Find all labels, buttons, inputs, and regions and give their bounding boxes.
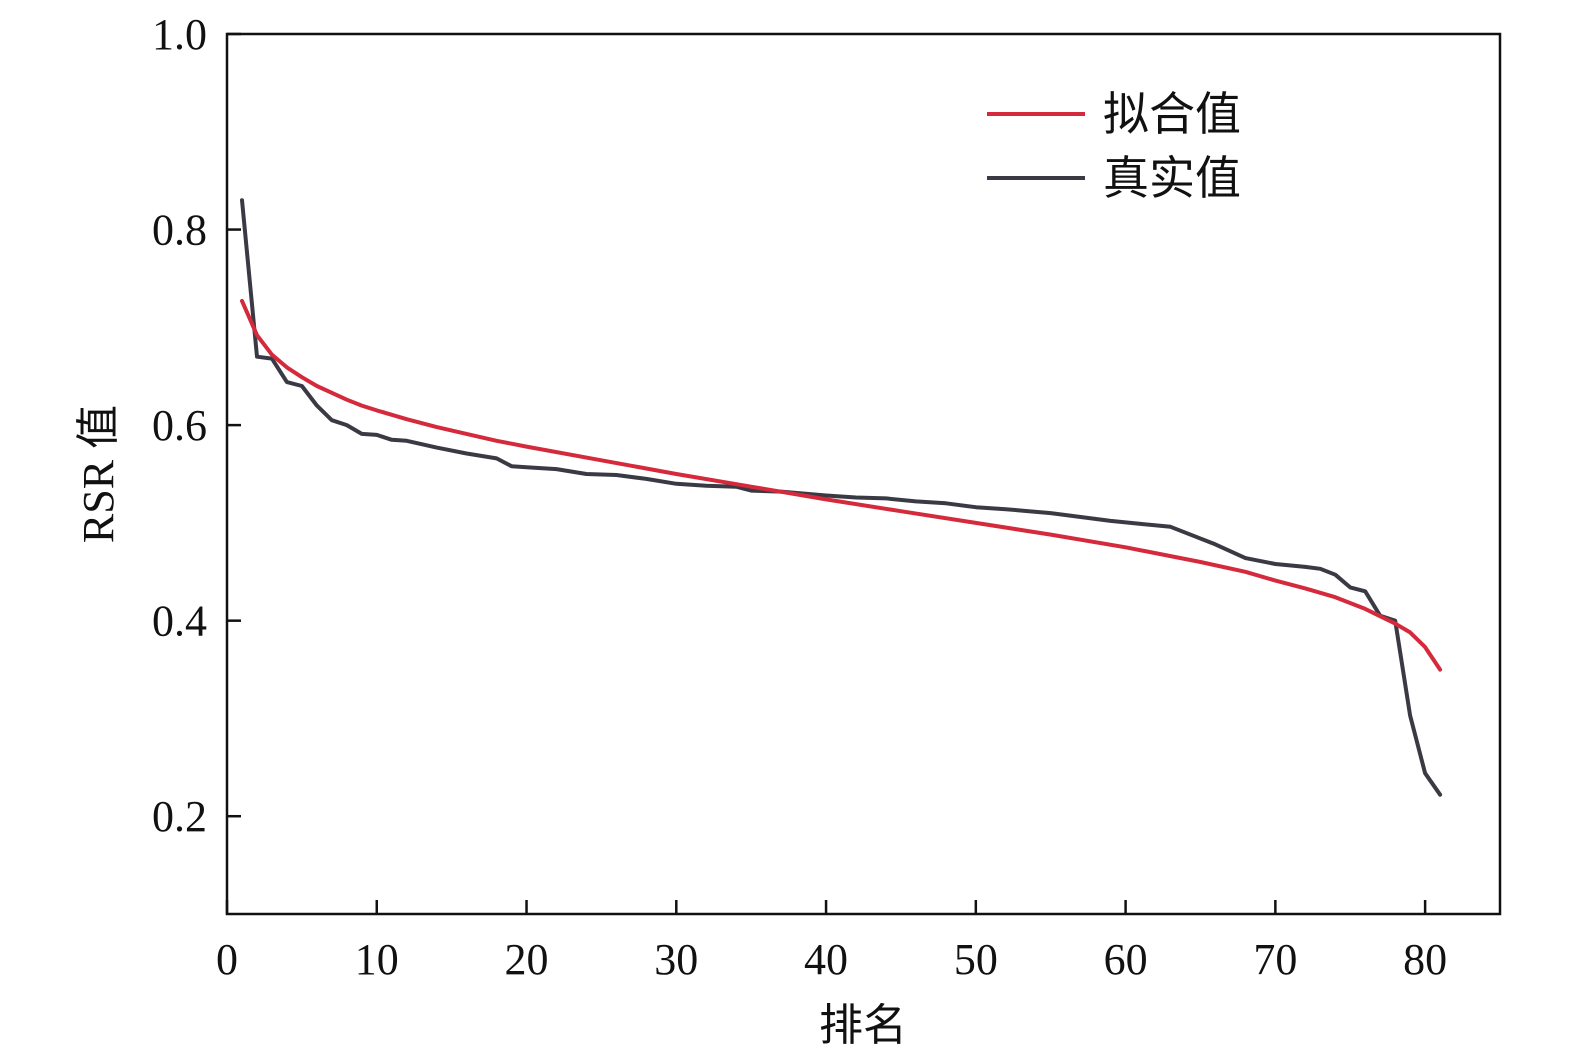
x-tick-label: 30 — [654, 935, 698, 984]
y-tick-label: 0.6 — [152, 401, 207, 450]
x-tick-label: 40 — [804, 935, 848, 984]
plot-frame — [225, 32, 1502, 916]
series-line-fitted — [240, 298, 1443, 672]
x-tick-label: 50 — [954, 935, 998, 984]
y-tick-label: 0.4 — [152, 597, 207, 646]
series-line-actual — [240, 198, 1443, 797]
y-tick-label: 0.8 — [152, 206, 207, 255]
x-tick-label: 70 — [1253, 935, 1297, 984]
legend: 拟合值 真实值 — [987, 89, 1241, 204]
x-tick-label: 60 — [1104, 935, 1148, 984]
x-tick-label: 20 — [505, 935, 549, 984]
legend-label-fitted: 拟合值 — [1103, 89, 1241, 140]
series-layer — [240, 198, 1443, 797]
x-tick-label: 80 — [1403, 935, 1447, 984]
x-axis-ticks: 0 10 20 30 40 50 60 70 80 — [216, 900, 1447, 984]
y-tick-label: 0.2 — [152, 792, 207, 841]
y-tick-label: 1.0 — [152, 10, 207, 59]
x-tick-label: 0 — [216, 935, 238, 984]
y-axis-ticks: 0.2 0.4 0.6 0.8 1.0 — [152, 10, 241, 841]
x-axis-title: 排名 — [819, 1001, 907, 1050]
x-tick-label: 10 — [355, 935, 399, 984]
y-axis-title: RSR 值 — [74, 405, 123, 543]
legend-label-actual: 真实值 — [1103, 153, 1241, 204]
